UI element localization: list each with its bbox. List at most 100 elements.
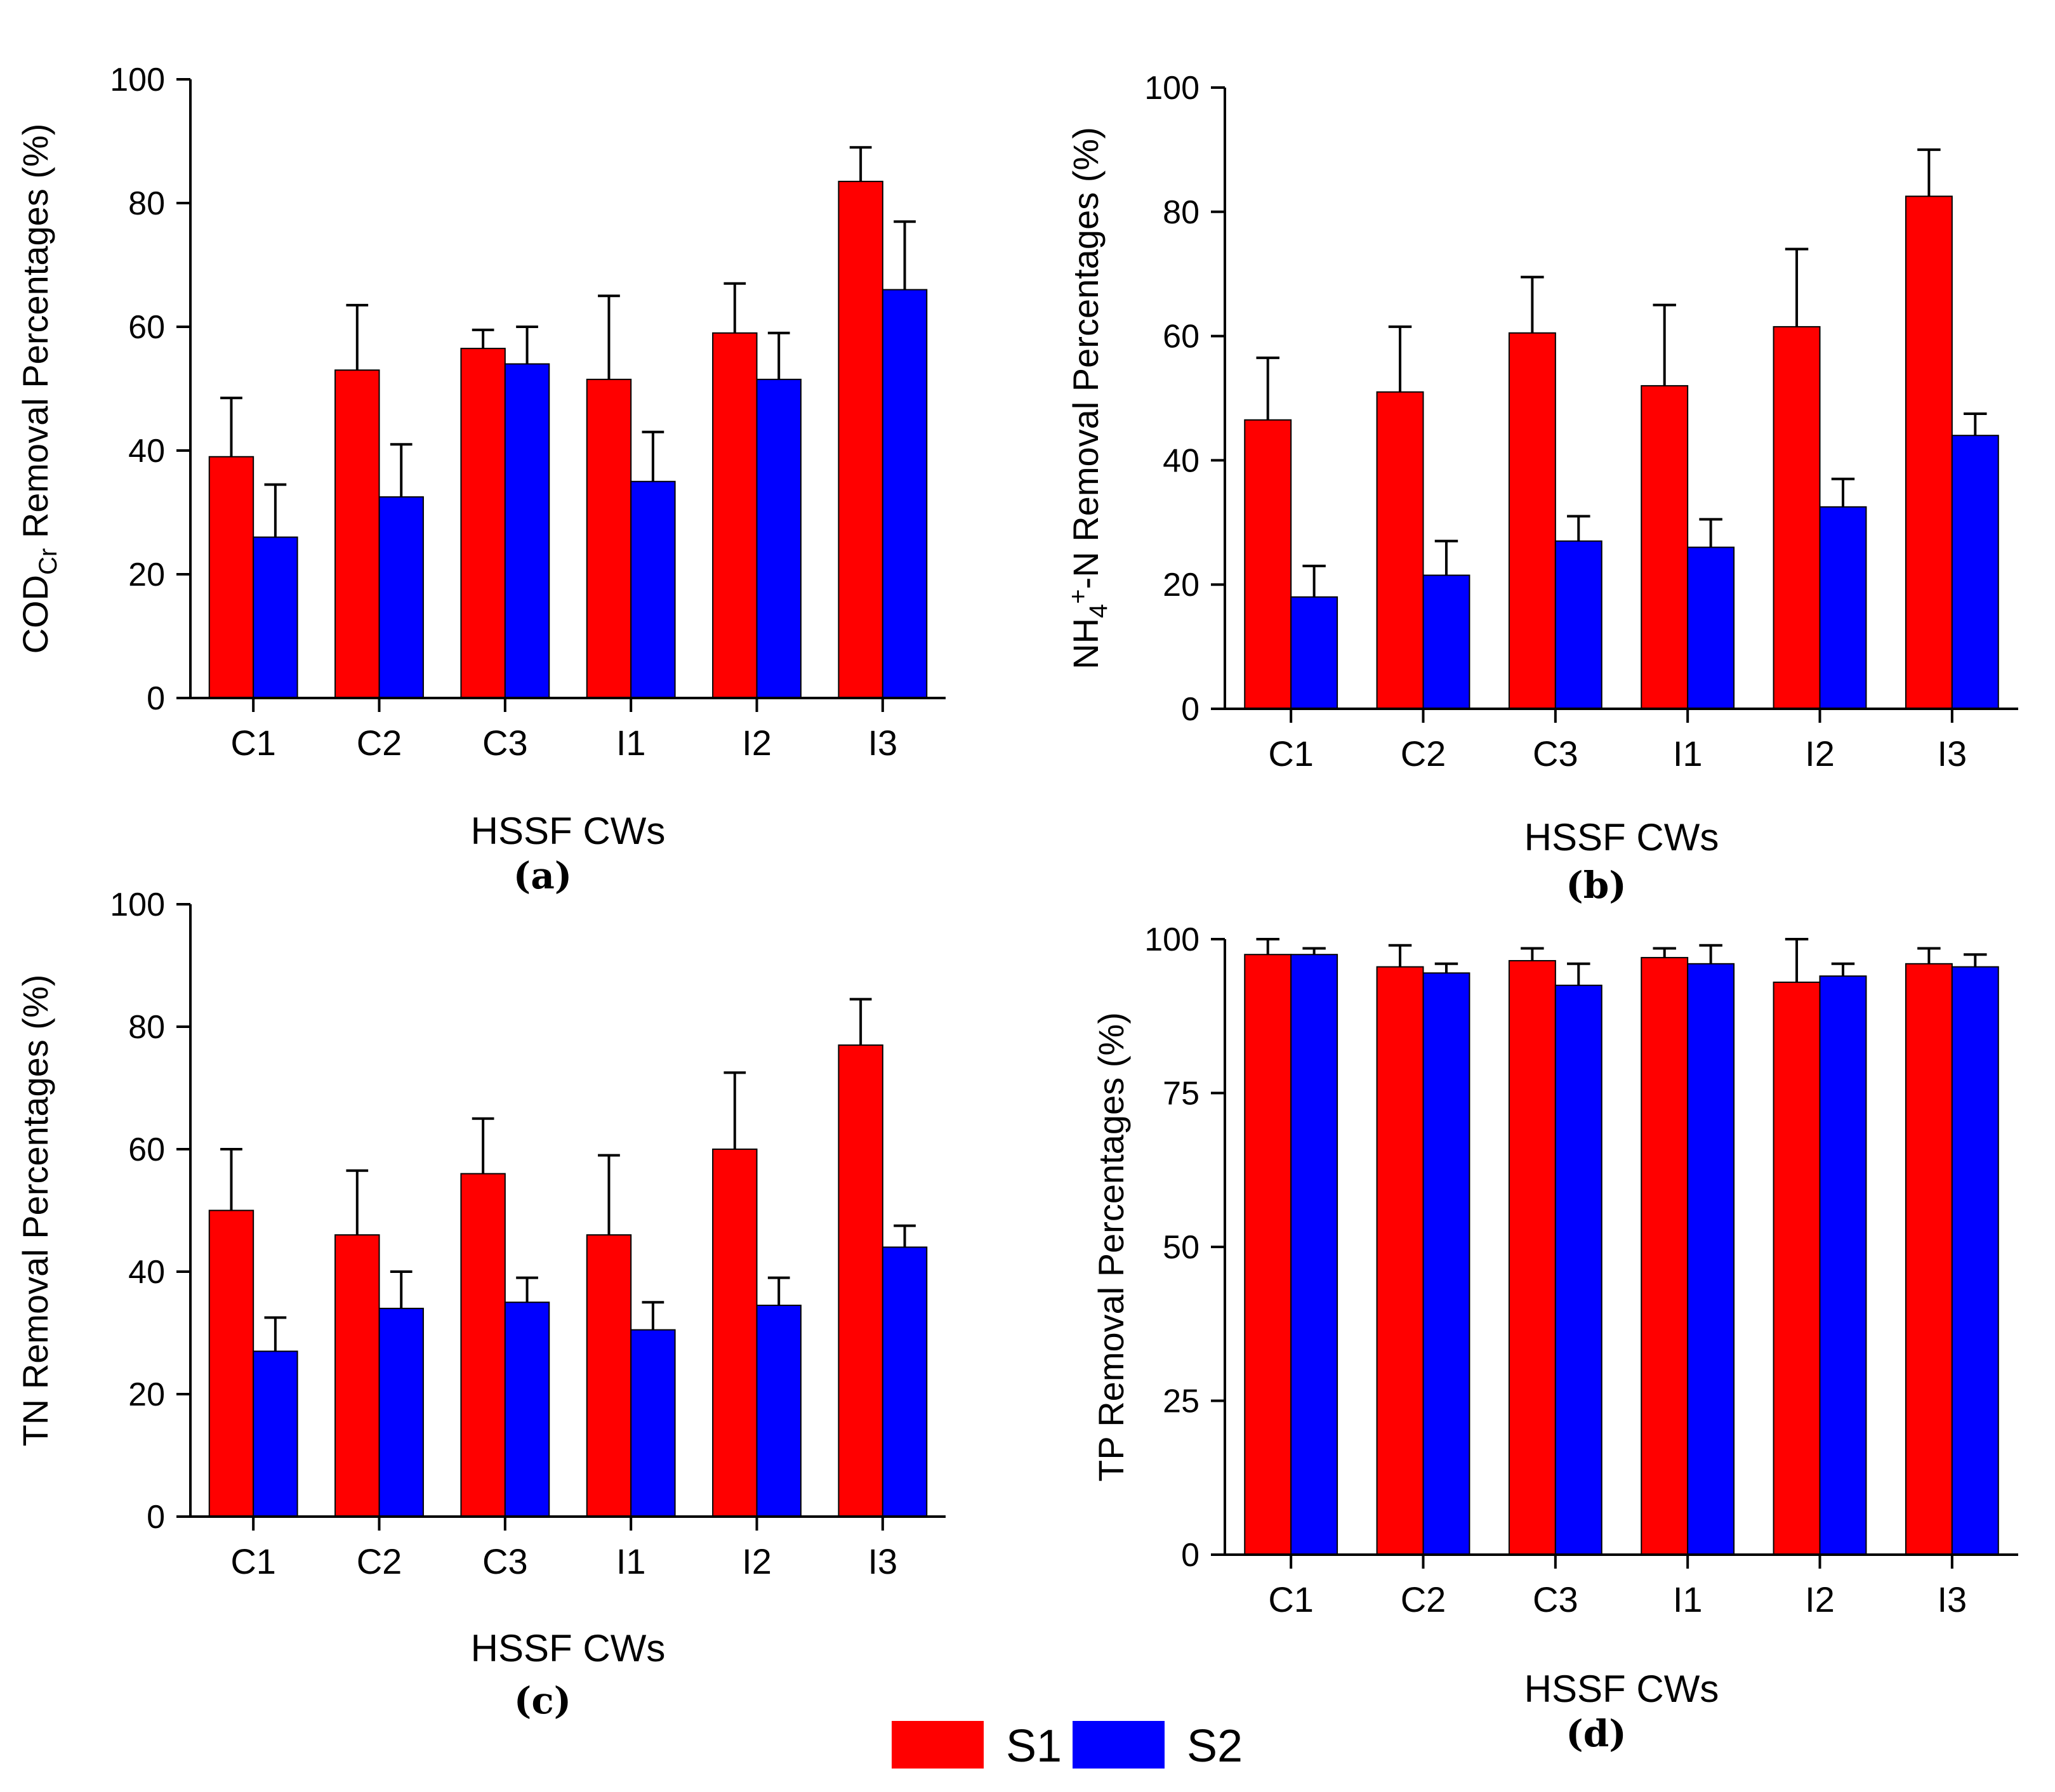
y-tick-label: 50: [1163, 1229, 1199, 1266]
bar-s2-i3: [882, 1246, 928, 1518]
y-tick-label: 100: [110, 886, 165, 923]
x-tick-label: C3: [1533, 734, 1578, 774]
x-tick-label: C3: [482, 1541, 528, 1581]
x-tick-label: C1: [1268, 1579, 1314, 1619]
x-axis-title: HSSF CWs: [1524, 1668, 1719, 1710]
y-tick-label: 60: [128, 309, 165, 346]
bar-s1-c1: [208, 1209, 254, 1517]
y-tick-label: 100: [110, 62, 165, 98]
bar-s1-c2: [1376, 391, 1424, 710]
legend-swatch-s1: [892, 1721, 984, 1769]
bar-s2-i3: [882, 289, 928, 699]
bar-s1-c1: [1244, 419, 1292, 709]
y-axis-title: CODCr Removal Percentages (%): [15, 124, 62, 654]
y-tick-label: 80: [128, 185, 165, 222]
legend: S1 S2: [892, 1721, 1243, 1772]
y-tick-label: 60: [128, 1131, 165, 1168]
bar-s1-i2: [712, 1149, 758, 1517]
bar-s1-c2: [1376, 966, 1424, 1555]
bar-s1-c2: [334, 1234, 380, 1517]
x-tick-label: I1: [616, 723, 646, 763]
bar-s2-c2: [378, 1307, 424, 1517]
x-axis-title: HSSF CWs: [471, 810, 666, 852]
y-tick-label: 40: [128, 1254, 165, 1291]
bar-s1-c1: [208, 456, 254, 699]
x-tick-label: I3: [868, 1541, 897, 1581]
bar-s1-i3: [1905, 963, 1953, 1556]
y-tick-label: 75: [1163, 1076, 1199, 1112]
bar-s2-c3: [504, 363, 550, 699]
bar-s2-c2: [1422, 972, 1470, 1555]
y-tick-label: 100: [1144, 70, 1199, 107]
x-tick-label: C1: [230, 1541, 276, 1581]
y-tick-label: 0: [1181, 1537, 1199, 1574]
bar-s1-c3: [1508, 959, 1556, 1555]
bar-s1-c3: [460, 1173, 506, 1517]
y-tick-label: 0: [147, 1499, 165, 1536]
bar-s2-i3: [1951, 435, 1999, 709]
bar-s2-i2: [1819, 506, 1867, 709]
y-tick-label: 20: [128, 557, 165, 593]
bar-s2-c3: [1554, 540, 1602, 709]
y-tick-label: 60: [1163, 319, 1199, 355]
bar-s2-c3: [1554, 984, 1602, 1555]
x-tick-label: C3: [482, 723, 528, 763]
y-tick-label: 80: [1163, 194, 1199, 231]
bar-s2-i1: [1687, 546, 1735, 710]
x-tick-label: C1: [230, 723, 276, 763]
bar-s1-i3: [838, 1044, 883, 1517]
y-axis-title: TN Removal Percentages (%): [15, 975, 55, 1447]
panel-b: C1 C2 C3 I1 I2 I3 0 20 40 60 80 100 HSSF CWs NH4+-N R…: [1064, 70, 2018, 907]
y-tick-label: 25: [1163, 1383, 1199, 1420]
x-tick-label: C2: [357, 723, 402, 763]
panel-c: C1 C2 C3 I1 I2 I3 0 20 40 60 80 100 HSSF CWs TN Remov…: [15, 886, 946, 1722]
legend-swatch-s2: [1073, 1721, 1165, 1769]
y-tick-label: 20: [128, 1376, 165, 1413]
bar-s2-i3: [1951, 966, 1999, 1555]
bar-s2-c2: [378, 496, 424, 699]
legend-label-s1: S1: [1006, 1721, 1062, 1772]
bar-s1-i1: [586, 378, 632, 699]
bar-s1-i2: [1773, 981, 1821, 1555]
x-tick-label: I1: [1673, 1579, 1703, 1619]
x-tick-label: I3: [1937, 1579, 1967, 1619]
bar-s1-i3: [1905, 195, 1953, 709]
y-axis-title: NH4+-N Removal Percentages (%): [1064, 127, 1113, 669]
bar-s2-i2: [1819, 975, 1867, 1555]
x-axis-title: HSSF CWs: [471, 1627, 666, 1670]
panel-label: (c): [514, 1679, 571, 1722]
bar-s2-i2: [756, 378, 802, 699]
x-tick-label: C3: [1533, 1579, 1578, 1619]
y-tick-label: 40: [128, 433, 165, 470]
x-tick-label: I3: [868, 723, 897, 763]
bar-s2-i1: [630, 1329, 676, 1518]
bar-s1-i3: [838, 180, 883, 699]
bar-s2-c1: [1290, 954, 1338, 1555]
panel-label: (d): [1566, 1712, 1626, 1755]
x-tick-label: I3: [1937, 734, 1967, 774]
bar-s1-c1: [1244, 954, 1292, 1555]
x-tick-label: C1: [1268, 734, 1314, 774]
bar-s1-i2: [712, 332, 758, 699]
x-tick-label: C2: [1401, 1579, 1446, 1619]
x-tick-label: I1: [1673, 734, 1703, 774]
x-tick-label: I2: [742, 1541, 772, 1581]
y-tick-label: 100: [1144, 921, 1199, 958]
bar-s2-i1: [630, 480, 676, 699]
bar-s2-c1: [253, 1350, 298, 1517]
bar-s2-c3: [504, 1301, 550, 1517]
bar-s1-c3: [460, 348, 506, 699]
y-tick-label: 20: [1163, 567, 1199, 603]
bar-s2-i1: [1687, 963, 1735, 1556]
y-tick-label: 40: [1163, 442, 1199, 479]
x-tick-label: C2: [1401, 734, 1446, 774]
bar-s1-i1: [586, 1234, 632, 1517]
legend-label-s2: S2: [1187, 1721, 1243, 1772]
x-axis-title: HSSF CWs: [1524, 816, 1719, 859]
bar-s1-c3: [1508, 332, 1556, 709]
panel-label: (a): [513, 854, 572, 897]
x-tick-label: I2: [1805, 1579, 1835, 1619]
panel-d: C1 C2 C3 I1 I2 I3 0 25 50 75 100 HSSF CWs TP Removal…: [1091, 921, 2018, 1755]
bar-s2-c1: [1290, 596, 1338, 710]
x-tick-label: C2: [357, 1541, 402, 1581]
